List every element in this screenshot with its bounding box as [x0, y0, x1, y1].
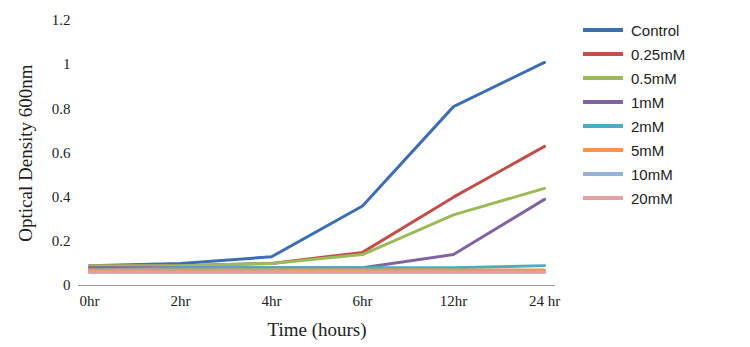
svg-text:0hr: 0hr: [80, 293, 100, 309]
html-text:5mM: 5mM: [631, 141, 665, 159]
svg-text:6hr: 6hr: [353, 293, 373, 309]
svg-text:24 hr: 24 hr: [529, 293, 560, 309]
html-text:1mM: 1mM: [631, 93, 665, 111]
svg-text:1: 1: [63, 56, 71, 72]
svg-text:0: 0: [63, 277, 71, 293]
html-text:2mM: 2mM: [631, 117, 665, 135]
svg-text:2hr: 2hr: [171, 293, 191, 309]
svg-text:Time (hours): Time (hours): [267, 319, 366, 341]
svg-text:12hr: 12hr: [440, 293, 468, 309]
html-text:0.25mM: 0.25mM: [631, 45, 686, 63]
svg-text:Optical Density 600nm: Optical Density 600nm: [15, 64, 36, 242]
svg-text:0.2: 0.2: [52, 233, 71, 249]
svg-text:0.4: 0.4: [52, 189, 71, 205]
html-text:10mM: 10mM: [631, 165, 673, 183]
svg-text:1.2: 1.2: [52, 12, 71, 28]
svg-text:4hr: 4hr: [262, 293, 282, 309]
svg-text:0.6: 0.6: [52, 145, 71, 161]
html-text:0.5mM: 0.5mM: [631, 69, 677, 87]
svg-text:0.8: 0.8: [52, 101, 71, 117]
html-text:20mM: 20mM: [631, 189, 673, 207]
html-text:Control: Control: [631, 21, 680, 39]
